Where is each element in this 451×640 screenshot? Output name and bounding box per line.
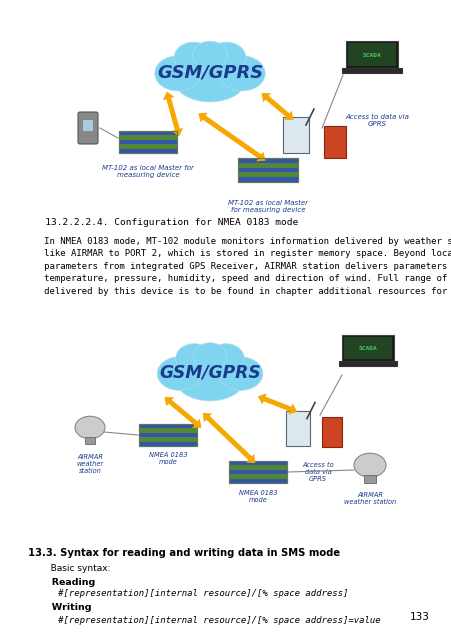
Bar [342,335,393,361]
Ellipse shape [157,357,201,390]
Bar [238,172,297,177]
Text: Basic syntax:: Basic syntax: [42,564,110,573]
Bar [139,428,197,433]
Bar [338,361,396,366]
Bar [229,461,286,483]
Text: MT-102 as local Master for
measuring device: MT-102 as local Master for measuring dev… [102,165,193,178]
Polygon shape [164,397,174,406]
Polygon shape [283,111,293,120]
Bar [119,131,177,153]
Bar [364,475,375,483]
Ellipse shape [154,56,200,91]
Polygon shape [192,419,201,428]
Text: AIRMAR
weather
station: AIRMAR weather station [76,454,103,474]
Bar [229,474,286,479]
Polygon shape [162,92,174,100]
Bar [238,158,297,182]
Text: SCADA: SCADA [358,346,377,351]
Bar [344,337,391,359]
Bar [345,41,397,68]
Text: NMEA 0183
mode: NMEA 0183 mode [238,490,276,503]
Ellipse shape [175,355,244,401]
Polygon shape [200,114,263,160]
Bar [229,461,286,465]
Bar [341,68,401,74]
Text: GSM/GPRS: GSM/GPRS [156,63,262,81]
Polygon shape [263,94,291,119]
Text: #[representation][internal resource]/[% space address]: #[representation][internal resource]/[% … [42,589,348,598]
Text: SCADA: SCADA [362,53,381,58]
Bar [347,43,396,67]
Text: In NMEA 0183 mode, MT-102 module monitors information delivered by weather stati: In NMEA 0183 mode, MT-102 module monitor… [28,237,451,246]
Polygon shape [198,113,207,122]
Bar [282,117,308,153]
Bar [119,144,177,148]
Bar [119,148,177,153]
Text: Access to
data via
GPRS: Access to data via GPRS [302,462,333,482]
Bar [238,177,297,182]
Text: GSM/GPRS: GSM/GPRS [159,364,260,381]
Polygon shape [256,152,265,161]
Text: delivered by this device is to be found in chapter additional resources for NMEA: delivered by this device is to be found … [28,287,451,296]
FancyBboxPatch shape [78,112,98,144]
Bar [139,424,197,446]
Text: MT-102 as local Master
for measuring device: MT-102 as local Master for measuring dev… [227,200,307,213]
Bar [85,436,95,444]
Bar [139,424,197,428]
Text: 13.3. Syntax for reading and writing data in SMS mode: 13.3. Syntax for reading and writing dat… [28,548,339,558]
Ellipse shape [218,357,262,390]
Bar [139,442,197,446]
Polygon shape [288,403,297,415]
Ellipse shape [192,41,227,68]
Polygon shape [245,454,255,463]
Bar [229,470,286,474]
Text: parameters from integrated GPS Receiver, AIRMAR station delivers parameters like: parameters from integrated GPS Receiver,… [28,262,451,271]
Ellipse shape [353,453,385,477]
Bar [119,140,177,144]
Polygon shape [166,398,199,427]
Bar [238,158,297,163]
Polygon shape [261,93,270,102]
Bar [321,417,341,447]
Ellipse shape [207,344,244,374]
Bar [323,126,345,158]
Text: Access to data via
GPRS: Access to data via GPRS [344,114,408,127]
Bar [229,479,286,483]
Ellipse shape [219,56,265,91]
Ellipse shape [75,416,105,439]
Text: Reading: Reading [42,578,95,587]
Text: NMEA 0183
mode: NMEA 0183 mode [148,452,187,465]
Bar [119,131,177,153]
Text: Writing: Writing [42,603,91,612]
Ellipse shape [207,42,245,74]
Bar [238,168,297,172]
Polygon shape [171,128,183,136]
Text: temperature, pressure, humidity, speed and direction of wind. Full range of vari: temperature, pressure, humidity, speed a… [28,275,451,284]
Text: 13.2.2.2.4. Configuration for NMEA 0183 mode: 13.2.2.2.4. Configuration for NMEA 0183 … [28,218,298,227]
Text: AIRMAR
weather station: AIRMAR weather station [343,492,395,505]
Text: 133: 133 [409,612,429,622]
Polygon shape [204,414,253,462]
Bar [238,163,297,168]
Bar [229,465,286,470]
Bar [119,136,177,140]
Polygon shape [165,95,180,132]
Ellipse shape [175,344,212,374]
Polygon shape [261,396,293,412]
Bar [119,131,177,136]
Ellipse shape [173,54,246,102]
Bar [139,424,197,446]
Ellipse shape [193,343,226,369]
Ellipse shape [174,42,212,74]
Polygon shape [257,394,266,404]
Text: like AIRMAR to PORT 2, which is stored in register memory space. Beyond localiza: like AIRMAR to PORT 2, which is stored i… [28,249,451,259]
Bar [238,158,297,182]
Bar [139,437,197,442]
Bar [83,120,93,131]
Text: #[representation][internal resource]/[% space address]=value: #[representation][internal resource]/[% … [42,616,380,625]
Bar [139,433,197,437]
Polygon shape [202,413,212,422]
Bar [229,461,286,483]
Bar [285,410,309,445]
